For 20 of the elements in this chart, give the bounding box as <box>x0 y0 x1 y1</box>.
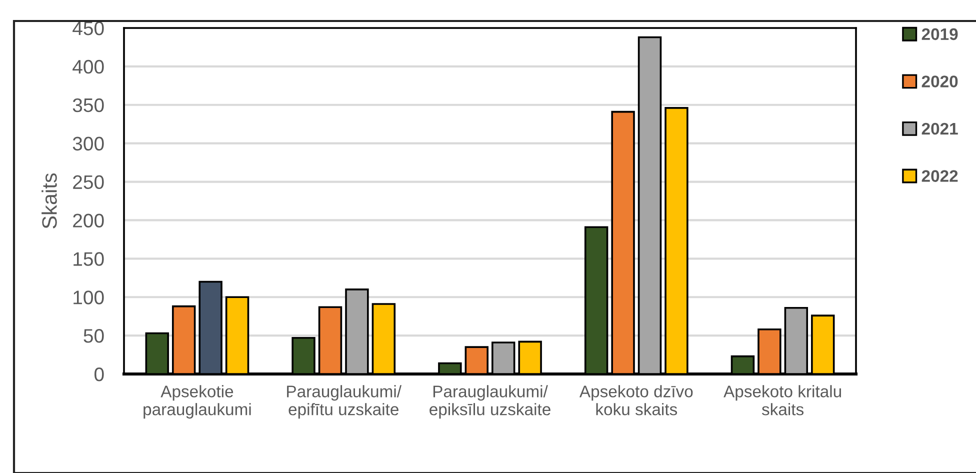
y-tick-label: 50 <box>84 329 104 343</box>
x-tick-label: Apsekoto kritalu skaits <box>724 385 841 416</box>
y-tick-label: 450 <box>72 21 104 36</box>
y-tick-label: 100 <box>74 290 104 304</box>
y-tick-label: 200 <box>73 214 104 228</box>
y-tick-label: 400 <box>72 60 104 74</box>
y-tick-label: 350 <box>72 98 104 112</box>
legend-label: 2019 <box>922 28 958 40</box>
x-tick-label: Parauglaukumi/ epiksīlu uzskaite <box>430 385 550 419</box>
y-tick-label: 0 <box>94 367 104 382</box>
legend-label: 2022 <box>922 170 958 182</box>
y-tick-label: 300 <box>72 136 104 151</box>
y-tick-label: 150 <box>74 252 104 266</box>
x-tick-label: Apsekotie parauglaukumi <box>144 385 251 419</box>
y-tick-label: 250 <box>73 175 104 190</box>
x-tick-label: Parauglaukumi/ epifītu uzskaite <box>287 385 402 419</box>
y-axis-title: Skaits <box>42 173 57 228</box>
legend-label: 2020 <box>922 76 958 88</box>
x-tick-label: Apsekoto dzīvo koku skaits <box>579 385 693 416</box>
legend-label: 2021 <box>922 122 958 135</box>
